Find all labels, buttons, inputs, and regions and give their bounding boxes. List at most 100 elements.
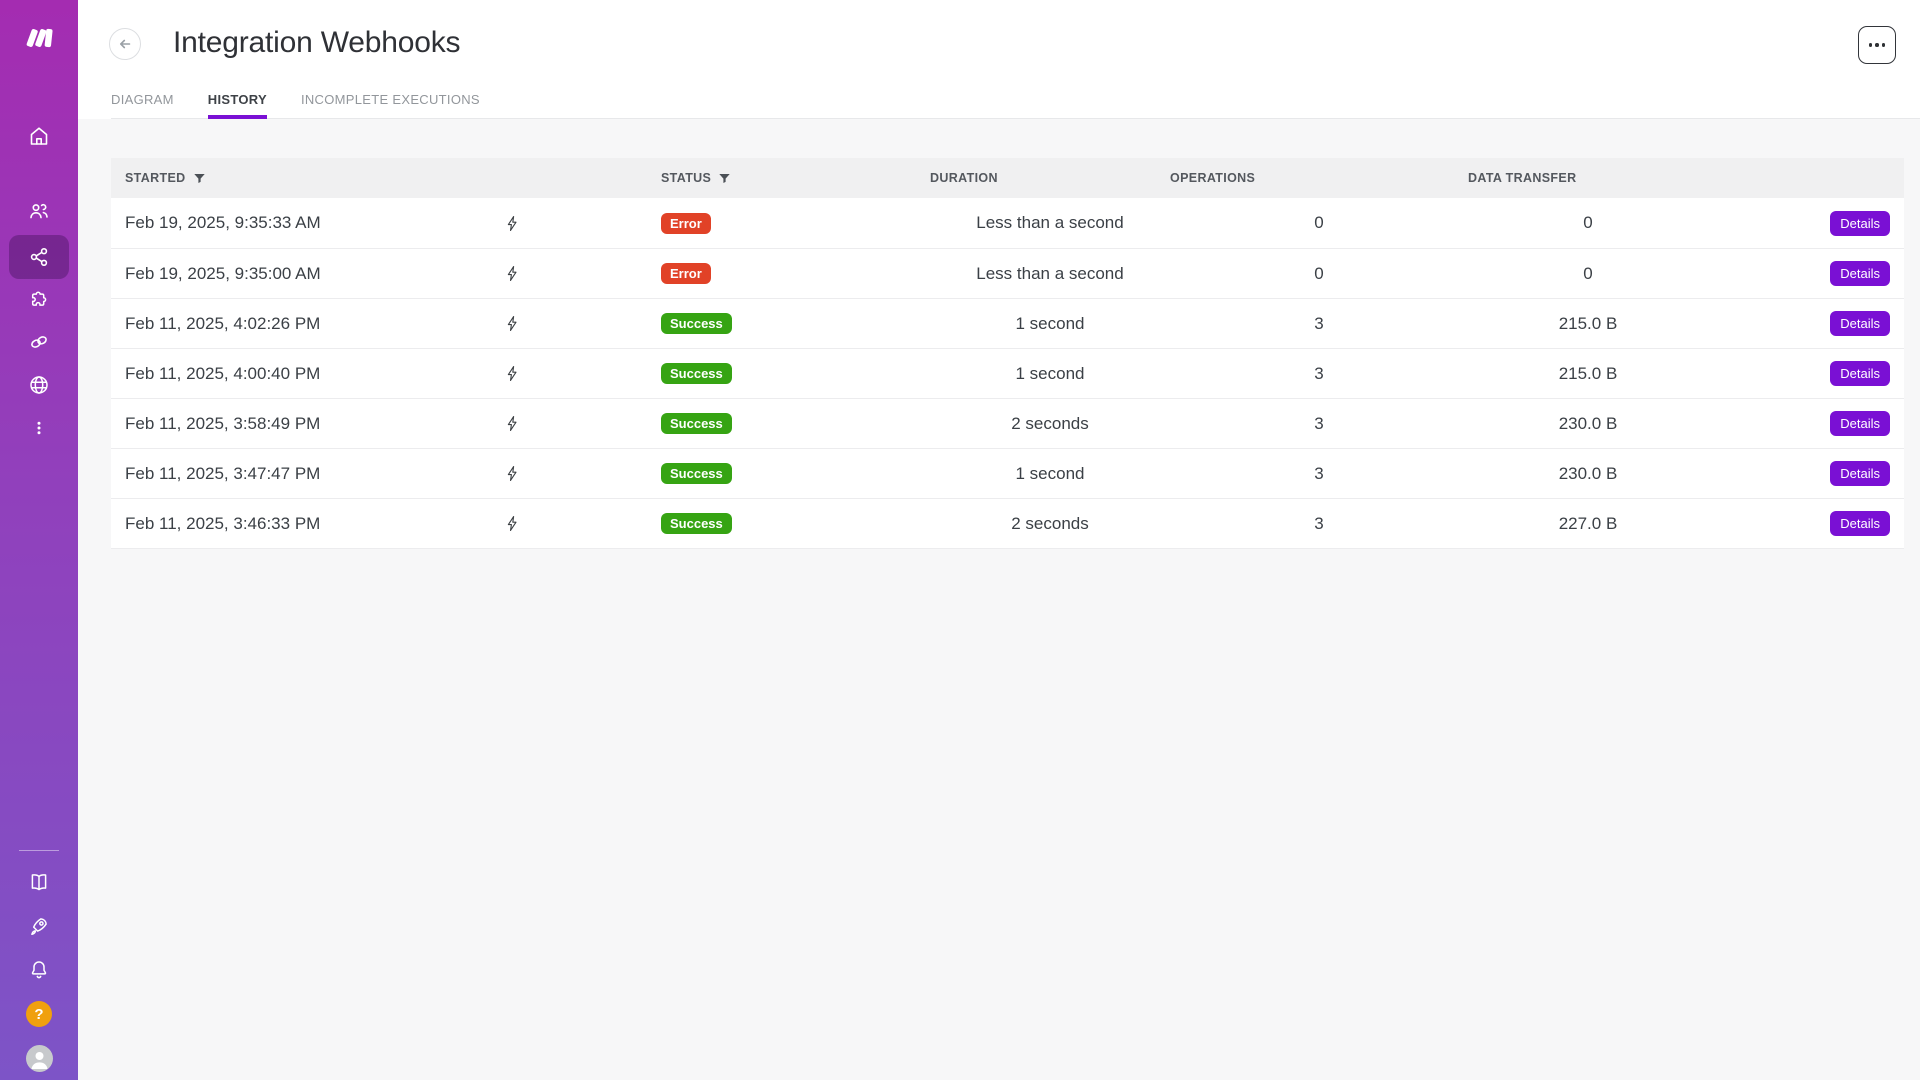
details-button[interactable]: Details [1830,511,1890,536]
help-icon: ? [26,1001,52,1027]
column-header-duration[interactable]: DURATION [930,171,998,185]
filter-icon[interactable] [193,172,206,185]
tab-bar: DIAGRAM HISTORY INCOMPLETE EXECUTIONS [111,81,1920,119]
share-nodes-icon [30,247,48,266]
details-button[interactable]: Details [1830,411,1890,436]
vertical-ellipsis-icon [37,421,41,435]
column-header-status[interactable]: STATUS [647,171,930,185]
execution-data-transfer: 227.0 B [1558,513,1618,533]
details-button[interactable]: Details [1830,461,1890,486]
execution-row: Feb 11, 2025, 3:58:49 PM Success 2 secon… [111,398,1904,448]
execution-started: Feb 19, 2025, 9:35:00 AM [125,263,321,283]
person-icon [31,1051,47,1069]
execution-duration: 1 second [1015,363,1085,383]
sidebar-item-resources[interactable] [0,862,78,902]
status-badge: Success [661,313,732,334]
status-badge: Success [661,513,732,534]
book-icon [31,874,47,891]
details-button[interactable]: Details [1830,261,1890,286]
page-header: Integration Webhooks DIAGRAM HISTORY INC… [78,0,1920,119]
more-options-button[interactable] [1858,26,1896,64]
tab-diagram[interactable]: DIAGRAM [111,91,174,107]
column-header-data-transfer[interactable]: DATA TRANSFER [1468,171,1577,185]
column-header-started[interactable]: STARTED [111,171,441,185]
sidebar-item-help[interactable]: ? [0,994,78,1034]
sidebar-item-team[interactable] [0,191,78,231]
team-icon [30,203,48,219]
sidebar-item-webhooks[interactable] [0,365,78,405]
make-logo[interactable] [19,18,59,58]
instant-trigger-bolt-icon [507,515,517,532]
details-button[interactable]: Details [1830,210,1890,236]
execution-row: Feb 19, 2025, 9:35:00 AM Error Less than… [111,248,1904,298]
table-header-row: STARTED STATUS DURATION OPERATIONS DATA … [111,158,1904,198]
instant-trigger-bolt-icon [507,465,517,482]
instant-trigger-bolt-icon [507,415,517,432]
execution-started: Feb 11, 2025, 3:47:47 PM [125,463,321,483]
table-body: Feb 19, 2025, 9:35:33 AM Error Less than… [111,198,1904,549]
status-badge: Success [661,363,732,384]
tab-incomplete-executions[interactable]: INCOMPLETE EXECUTIONS [300,91,480,107]
execution-data-transfer: 0 [1583,263,1593,283]
sidebar-item-templates[interactable] [0,280,78,320]
rocket-icon [31,918,47,936]
page-title: Integration Webhooks [173,26,461,59]
execution-operations: 3 [1314,313,1324,333]
filter-icon[interactable] [718,172,731,185]
execution-started: Feb 11, 2025, 4:00:40 PM [125,363,321,383]
status-badge: Error [661,263,711,284]
globe-icon [30,376,48,394]
execution-started: Feb 11, 2025, 3:58:49 PM [125,413,321,433]
sidebar-item-connections[interactable] [0,322,78,362]
sidebar-item-whats-new[interactable] [0,906,78,946]
execution-row: Feb 11, 2025, 3:47:47 PM Success 1 secon… [111,448,1904,498]
column-header-operations[interactable]: OPERATIONS [1170,171,1256,185]
status-badge: Error [661,212,711,234]
sidebar-divider [19,850,59,851]
execution-row: Feb 19, 2025, 9:35:33 AM Error Less than… [111,198,1904,248]
sidebar-item-home[interactable] [0,116,78,156]
execution-duration: Less than a second [976,213,1124,232]
execution-started: Feb 19, 2025, 9:35:33 AM [125,213,321,232]
sidebar-item-more[interactable] [0,408,78,448]
execution-operations: 3 [1314,513,1324,533]
execution-started: Feb 11, 2025, 3:46:33 PM [125,513,321,533]
executions-table: STARTED STATUS DURATION OPERATIONS DATA … [111,158,1904,549]
status-badge: Success [661,463,732,484]
execution-data-transfer: 0 [1583,213,1593,232]
execution-data-transfer: 215.0 B [1558,363,1618,383]
execution-operations: 3 [1314,413,1324,433]
main-area: Integration Webhooks DIAGRAM HISTORY INC… [78,0,1920,1080]
instant-trigger-bolt-icon [507,265,517,282]
status-badge: Success [661,413,732,434]
execution-duration: 1 second [1015,463,1085,483]
bell-icon [31,961,47,979]
execution-duration: Less than a second [976,263,1124,283]
arrow-left-icon [120,39,131,49]
details-button[interactable]: Details [1830,361,1890,386]
execution-data-transfer: 215.0 B [1558,313,1618,333]
execution-duration: 2 seconds [1011,513,1089,533]
execution-duration: 2 seconds [1011,413,1089,433]
execution-row: Feb 11, 2025, 4:00:40 PM Success 1 secon… [111,348,1904,398]
sidebar: ? [0,0,78,1080]
avatar [25,1044,53,1072]
sidebar-item-scenarios[interactable] [0,237,78,277]
back-button[interactable] [109,28,141,60]
instant-trigger-bolt-icon [507,215,517,231]
instant-trigger-bolt-icon [507,365,517,382]
content-area: STARTED STATUS DURATION OPERATIONS DATA … [78,119,1920,1080]
tab-history[interactable]: HISTORY [207,80,268,119]
sidebar-item-notifications[interactable] [0,949,78,989]
chain-links-icon [31,336,47,348]
active-item-highlight [9,235,69,279]
ellipsis-icon [1868,43,1873,47]
execution-operations: 3 [1314,463,1324,483]
sidebar-item-profile[interactable] [0,1038,78,1078]
execution-operations: 3 [1314,363,1324,383]
details-button[interactable]: Details [1830,311,1890,336]
execution-duration: 1 second [1015,313,1085,333]
home-icon [30,127,48,145]
puzzle-icon [31,291,47,306]
